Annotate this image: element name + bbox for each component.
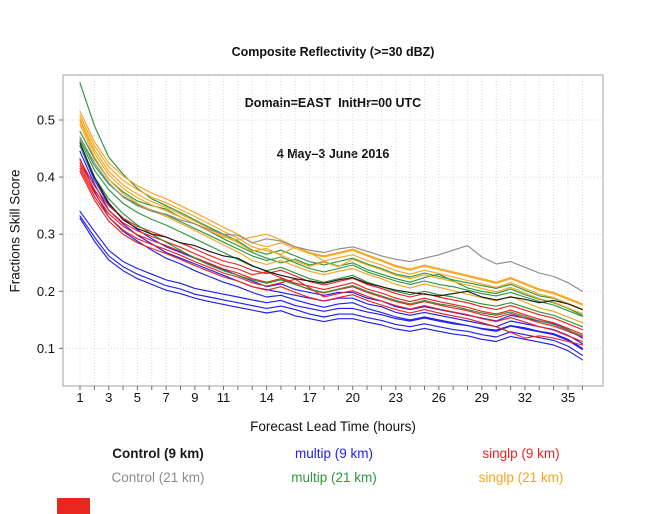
chart-title: Composite Reflectivity (>=30 dBZ) Domain…	[0, 10, 666, 197]
svg-text:0.2: 0.2	[37, 284, 55, 299]
svg-text:1: 1	[76, 390, 83, 405]
chart-title-line1: Composite Reflectivity (>=30 dBZ)	[231, 45, 435, 59]
series-line	[79, 170, 583, 346]
chart-title-line2: Domain=EAST InitHr=00 UTC	[244, 96, 422, 110]
svg-text:32: 32	[518, 390, 532, 405]
svg-text:7: 7	[163, 390, 170, 405]
legend-multip-9km: multip (9 km)	[294, 446, 374, 461]
svg-text:0.1: 0.1	[37, 341, 55, 356]
legend-singlp-9km: singlp (9 km)	[482, 446, 560, 461]
series-line	[79, 165, 583, 338]
series-line	[79, 142, 583, 311]
series-line	[79, 162, 583, 335]
svg-text:35: 35	[561, 390, 575, 405]
series-line	[79, 217, 583, 361]
svg-text:0.5: 0.5	[37, 113, 55, 128]
svg-text:20: 20	[345, 390, 359, 405]
svg-text:3: 3	[105, 390, 112, 405]
series-line	[79, 145, 583, 337]
series-line	[79, 215, 583, 356]
svg-text:9: 9	[191, 390, 198, 405]
series-line	[79, 167, 583, 343]
series-line	[79, 136, 583, 292]
svg-text:23: 23	[389, 390, 403, 405]
svg-text:26: 26	[432, 390, 446, 405]
svg-text:11: 11	[217, 390, 231, 405]
legend-control-21km: Control (21 km)	[111, 470, 205, 485]
chart-title-line3: 4 May–3 June 2016	[276, 147, 390, 161]
series-line	[79, 210, 583, 351]
series-line	[79, 114, 583, 310]
series-line	[79, 145, 583, 339]
red-corner-tag	[57, 498, 90, 514]
series-line	[79, 110, 583, 306]
svg-text:0.4: 0.4	[37, 170, 55, 185]
series-line	[79, 136, 583, 317]
series-line	[79, 124, 583, 324]
svg-text:17: 17	[302, 390, 316, 405]
series-line	[79, 139, 583, 328]
legend-multip-21km: multip (21 km)	[291, 470, 377, 485]
series-line	[79, 118, 583, 315]
series-line	[79, 158, 583, 349]
svg-text:14: 14	[259, 390, 273, 405]
legend-control-9km: Control (9 km)	[112, 446, 204, 461]
svg-text:0.3: 0.3	[37, 227, 55, 242]
svg-text:5: 5	[134, 390, 141, 405]
svg-text:29: 29	[475, 390, 489, 405]
series-line	[79, 120, 583, 305]
series-line	[79, 159, 583, 331]
x-axis-label: Forecast Lead Time (hours)	[250, 419, 416, 434]
legend-singlp-21km: singlp (21 km)	[478, 470, 564, 485]
